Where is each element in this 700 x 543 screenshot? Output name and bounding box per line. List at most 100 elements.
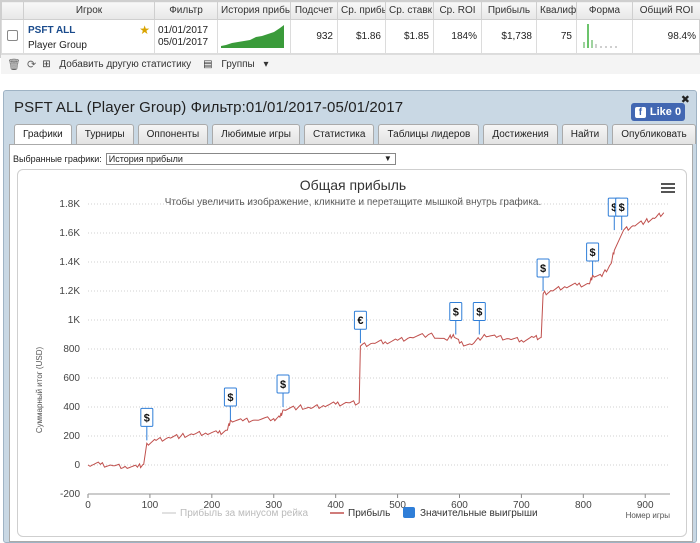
big-win-flag[interactable]: $ bbox=[276, 374, 290, 407]
x-tick-label: 400 bbox=[327, 500, 344, 511]
row-checkbox[interactable] bbox=[7, 29, 18, 41]
tab-leaderboards[interactable]: Таблицы лидеров bbox=[378, 124, 480, 144]
y-tick-label: 1.2K bbox=[59, 286, 80, 297]
ability-cell: 75 bbox=[536, 19, 577, 54]
filter-from-date: 01/01/2017 bbox=[158, 24, 209, 36]
big-win-flag[interactable]: $ bbox=[449, 302, 463, 335]
flag-box bbox=[449, 302, 463, 321]
column-header-profit[interactable]: Прибыль bbox=[481, 1, 537, 20]
stats-table: Игрок Фильтр История прибыль Подсчет Ср.… bbox=[0, 0, 700, 74]
profit-chart-svg[interactable]: Общая прибыль Чтобы увеличить изображени… bbox=[18, 170, 688, 538]
player-stats-panel: PSFT ALL (Player Group) Фильтр:01/01/201… bbox=[3, 90, 697, 543]
y-tick-label: 1.4K bbox=[59, 257, 80, 268]
y-tick-label: 400 bbox=[63, 402, 80, 413]
x-tick-label: 600 bbox=[451, 500, 468, 511]
chart-selector-value: История прибыли bbox=[108, 154, 183, 164]
refresh-icon[interactable]: ⟳ bbox=[26, 59, 37, 71]
tab-achievements[interactable]: Достижения bbox=[483, 124, 558, 144]
flag-box bbox=[472, 302, 486, 321]
flag-symbol: $ bbox=[227, 392, 233, 404]
big-win-flag[interactable]: € bbox=[353, 310, 367, 344]
tab-tournaments[interactable]: Турниры bbox=[75, 124, 134, 144]
panel-tabs: Графики Турниры Оппоненты Любимые игры С… bbox=[14, 124, 696, 145]
column-header-total-roi[interactable]: Общий ROI bbox=[632, 1, 700, 20]
player-name-link[interactable]: PSFT ALL bbox=[28, 24, 76, 36]
flag-symbol: $ bbox=[590, 247, 596, 259]
big-win-flag[interactable]: $ bbox=[472, 302, 486, 335]
legend-item-rake[interactable]: Прибыль за минусом рейка bbox=[180, 507, 309, 519]
row-checkbox-cell bbox=[1, 19, 24, 54]
big-win-flag[interactable]: $ bbox=[586, 242, 600, 276]
big-win-flag[interactable]: $ bbox=[536, 258, 550, 291]
y-tick-label: 600 bbox=[63, 373, 80, 384]
tab-charts[interactable]: Графики bbox=[14, 124, 72, 145]
column-header-avg-stake[interactable]: Ср. ставк bbox=[385, 1, 434, 20]
chevron-down-icon: ▾ bbox=[263, 59, 269, 70]
y-tick-label: 800 bbox=[63, 344, 80, 355]
flag-box bbox=[140, 407, 154, 427]
flag-box bbox=[615, 197, 629, 217]
player-cell: PSFT ALL Player Group ★ bbox=[23, 19, 155, 54]
groups-dropdown[interactable]: ▤ Группы ▾ bbox=[203, 59, 274, 70]
y-tick-label: -200 bbox=[60, 489, 80, 500]
facebook-like-button[interactable]: f Like 0 bbox=[631, 103, 685, 121]
filter-cell: 01/01/2017 05/01/2017 bbox=[154, 19, 218, 54]
chart-subtitle: Чтобы увеличить изображение, кликните и … bbox=[165, 196, 542, 208]
add-stats-label: Добавить другую статистику bbox=[59, 59, 192, 70]
flag-symbol: $ bbox=[476, 307, 482, 319]
form-bars bbox=[583, 24, 617, 48]
filter-to-date: 05/01/2017 bbox=[158, 36, 209, 48]
y-axis-ticks: -200 0 200 400 600 800 1K 1.2K 1.4K 1.6K 1.8K bbox=[59, 199, 80, 500]
flag-box bbox=[223, 387, 237, 407]
x-axis-ticks: 0 100 200 300 400 500 600 700 800 900 bbox=[85, 493, 670, 511]
facebook-icon: f bbox=[634, 106, 646, 118]
close-icon[interactable]: ✖ bbox=[680, 94, 690, 106]
trash-icon[interactable]: 🗑 bbox=[7, 59, 21, 71]
legend-item-profit[interactable]: Прибыль bbox=[348, 507, 390, 519]
big-win-flag[interactable]: $ bbox=[615, 197, 629, 231]
tab-statistics[interactable]: Статистика bbox=[303, 124, 375, 144]
tab-opponents[interactable]: Оппоненты bbox=[137, 124, 209, 144]
chart-legend: Прибыль за минусом рейка Прибыль Значите… bbox=[162, 507, 538, 519]
tab-favorite-games[interactable]: Любимые игры bbox=[212, 124, 300, 144]
stats-grid: Игрок Фильтр История прибыль Подсчет Ср.… bbox=[1, 1, 700, 54]
column-header-player[interactable]: Игрок bbox=[23, 1, 155, 20]
big-win-flag[interactable]: $ bbox=[140, 407, 154, 441]
column-header-history[interactable]: История прибыль bbox=[217, 1, 291, 20]
chart-menu-icon[interactable] bbox=[661, 183, 675, 193]
flag-symbol: € bbox=[357, 315, 363, 327]
flag-symbol: $ bbox=[144, 412, 150, 424]
column-header-avg-profit[interactable]: Ср. прибы bbox=[337, 1, 386, 20]
profit-chart[interactable]: Общая прибыль Чтобы увеличить изображени… bbox=[17, 169, 687, 537]
flag-symbol: $ bbox=[619, 202, 625, 214]
column-header-form[interactable]: Форма bbox=[576, 1, 633, 20]
add-stats-link[interactable]: ⊞ Добавить другую статистику bbox=[42, 59, 197, 70]
tab-content: Выбранные графики: История прибыли ▼ Общ… bbox=[9, 144, 693, 542]
tab-publish[interactable]: Опубликовать bbox=[612, 124, 696, 144]
select-column-header bbox=[1, 1, 24, 20]
flag-symbol: $ bbox=[611, 202, 617, 214]
x-tick-label: 700 bbox=[513, 500, 530, 511]
y-tick-label: 0 bbox=[74, 460, 80, 471]
table-row[interactable]: PSFT ALL Player Group ★ 01/01/2017 05/01… bbox=[1, 19, 700, 54]
flag-symbol: $ bbox=[540, 263, 546, 275]
y-tick-label: 1K bbox=[68, 315, 81, 326]
flag-symbol: $ bbox=[453, 307, 459, 319]
chart-selector-dropdown[interactable]: История прибыли ▼ bbox=[105, 153, 396, 165]
x-tick-label: 200 bbox=[203, 500, 220, 511]
form-cell bbox=[576, 19, 633, 54]
avg-stake-cell: $1.85 bbox=[385, 19, 434, 54]
big-win-markers: $$$€$ $$$$ $ bbox=[140, 197, 629, 441]
y-axis-label: Суммарный итог (USD) bbox=[35, 347, 44, 434]
column-header-count[interactable]: Подсчет bbox=[290, 1, 338, 20]
history-sparkline-cell bbox=[217, 19, 291, 54]
chart-grid bbox=[88, 203, 670, 495]
column-header-filter[interactable]: Фильтр bbox=[154, 1, 218, 20]
tab-find[interactable]: Найти bbox=[561, 124, 609, 144]
legend-item-big-wins[interactable]: Значительные выигрыши bbox=[420, 508, 538, 519]
chevron-down-icon: ▼ bbox=[383, 154, 392, 163]
column-header-ability[interactable]: Квалиф bbox=[536, 1, 577, 20]
column-header-avg-roi[interactable]: Ср. ROI bbox=[433, 1, 482, 20]
big-win-flag[interactable]: $ bbox=[223, 387, 237, 421]
y-tick-label: 200 bbox=[63, 431, 80, 442]
